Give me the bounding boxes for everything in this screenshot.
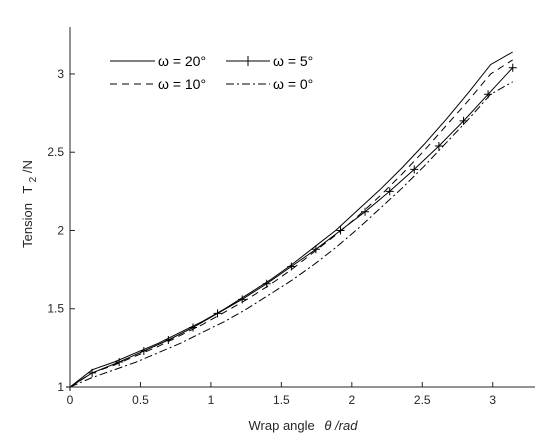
data-point-omega-5 bbox=[238, 295, 247, 304]
y-axis-title-unit: /N bbox=[20, 160, 35, 173]
series-line-omega-20 bbox=[69, 51, 513, 388]
x-tick-label: 0 bbox=[67, 393, 74, 407]
data-point-omega-5 bbox=[164, 336, 173, 345]
axes-layer: 0 0.5 1 1.5 2 2.5 3 1 1.5 2 2.5 3 bbox=[47, 27, 535, 407]
data-point-omega-5 bbox=[139, 347, 148, 355]
y-axis-title-base: T bbox=[20, 186, 35, 194]
data-point-omega-5 bbox=[361, 207, 370, 216]
data-point-omega-5 bbox=[115, 357, 124, 366]
legend-marker-omega-5 bbox=[243, 56, 253, 66]
y-tick-label: 2.5 bbox=[47, 145, 64, 159]
data-point-omega-5 bbox=[508, 63, 517, 72]
y-tick-label: 2 bbox=[57, 223, 64, 237]
x-axis-title: Wrap angle θ /rad bbox=[249, 418, 359, 433]
legend-label-omega-0: ω = 0° bbox=[273, 76, 313, 92]
y-axis-title-sub: 2 bbox=[28, 176, 39, 182]
x-tick-label: 2.5 bbox=[414, 393, 431, 407]
series-line-omega-10 bbox=[69, 59, 513, 388]
y-axis-title-main: Tension bbox=[20, 203, 35, 248]
legend-label-omega-20: ω = 20° bbox=[158, 53, 206, 69]
series-layer bbox=[66, 51, 517, 391]
data-point-omega-5 bbox=[336, 226, 345, 235]
y-tick-label: 1.5 bbox=[47, 302, 64, 316]
series-line-omega-5 bbox=[69, 67, 514, 388]
y-tick-label: 3 bbox=[57, 67, 64, 81]
x-axis-title-symbol: θ /rad bbox=[324, 418, 358, 433]
y-tick-label: 1 bbox=[57, 380, 64, 394]
x-tick-label: 2 bbox=[348, 393, 355, 407]
data-point-omega-5 bbox=[385, 187, 394, 196]
data-point-omega-5 bbox=[434, 141, 443, 150]
data-point-omega-5 bbox=[213, 309, 222, 318]
x-axis-title-main: Wrap angle bbox=[249, 418, 315, 433]
data-point-omega-5 bbox=[88, 368, 97, 377]
data-point-omega-5 bbox=[311, 245, 320, 254]
x-tick-label: 1 bbox=[208, 393, 215, 407]
data-point-omega-5 bbox=[189, 323, 198, 332]
x-tick-label: 0.5 bbox=[132, 393, 149, 407]
x-tick-label: 3 bbox=[489, 393, 496, 407]
series-line-omega-0 bbox=[69, 81, 513, 388]
data-point-omega-5 bbox=[410, 165, 419, 174]
data-point-omega-5 bbox=[287, 262, 296, 271]
y-axis-title: Tension T 2 /N bbox=[20, 160, 39, 248]
legend: ω = 20° ω = 5° ω = 10° ω = 0° bbox=[110, 53, 313, 92]
data-point-omega-5 bbox=[262, 279, 271, 288]
legend-label-omega-5: ω = 5° bbox=[273, 53, 313, 69]
legend-label-omega-10: ω = 10° bbox=[158, 76, 206, 92]
x-tick-label: 1.5 bbox=[273, 393, 290, 407]
